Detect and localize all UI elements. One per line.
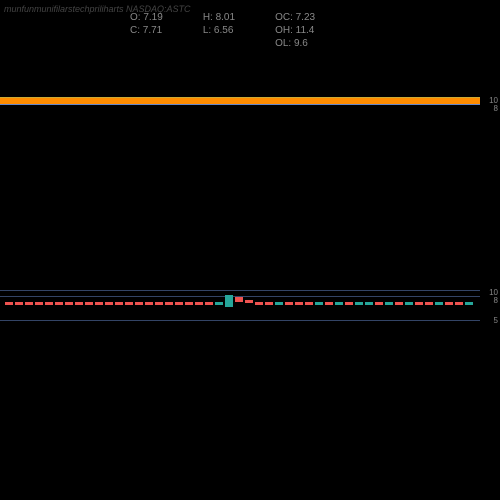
candle <box>25 302 33 305</box>
stat-col-1: O: 7.19 C: 7.71 <box>130 12 163 49</box>
candle <box>235 297 243 302</box>
candle <box>265 302 273 305</box>
candle <box>225 295 233 307</box>
candle <box>435 302 443 305</box>
candle <box>195 302 203 305</box>
candle <box>425 302 433 305</box>
candle <box>135 302 143 305</box>
grid-line <box>0 290 480 291</box>
candle <box>285 302 293 305</box>
candle <box>105 302 113 305</box>
candle <box>35 302 43 305</box>
stat-row: L: 6.56 <box>203 25 235 36</box>
candle <box>335 302 343 305</box>
candle <box>395 302 403 305</box>
stat-row: OC: 7.23 <box>275 12 315 23</box>
candle <box>5 302 13 305</box>
candle <box>455 302 463 305</box>
candle <box>275 302 283 305</box>
candle <box>175 302 183 305</box>
y-axis-label: 8 <box>494 296 498 305</box>
stat-row: H: 8.01 <box>203 12 235 23</box>
candle <box>405 302 413 305</box>
stat-row: O: 7.19 <box>130 12 163 23</box>
candle <box>95 302 103 305</box>
candle <box>385 302 393 305</box>
candle <box>345 302 353 305</box>
candle <box>185 302 193 305</box>
candle <box>115 302 123 305</box>
indicator-line <box>0 97 480 98</box>
candle <box>45 302 53 305</box>
candle <box>465 302 473 305</box>
candle <box>355 302 363 305</box>
candle <box>75 302 83 305</box>
y-axis-label: 5 <box>494 316 498 325</box>
stat-row: OH: 11.4 <box>275 25 315 36</box>
grid-line <box>0 320 480 321</box>
candle <box>155 302 163 305</box>
stat-row: C: 7.71 <box>130 25 163 36</box>
candle <box>255 302 263 305</box>
candle <box>145 302 153 305</box>
ohlc-stats: O: 7.19 C: 7.71 H: 8.01 L: 6.56 OC: 7.23 OH… <box>130 12 315 49</box>
stat-col-2: H: 8.01 L: 6.56 <box>203 12 235 49</box>
candle <box>305 302 313 305</box>
indicator-line <box>0 104 480 105</box>
stat-row: OL: 9.6 <box>275 38 315 49</box>
candle <box>215 302 223 305</box>
candle <box>165 302 173 305</box>
candle <box>445 302 453 305</box>
candle <box>295 302 303 305</box>
stat-col-3: OC: 7.23 OH: 11.4 OL: 9.6 <box>275 12 315 49</box>
chart-page: munfunmunifilarstechpriliharts NASDAQ:AS… <box>0 0 500 500</box>
candle <box>85 302 93 305</box>
y-axis-label: 8 <box>494 104 498 113</box>
candle <box>365 302 373 305</box>
candle <box>15 302 23 305</box>
candle <box>65 302 73 305</box>
candle <box>325 302 333 305</box>
candle <box>415 302 423 305</box>
upper-price-panel[interactable] <box>0 90 480 120</box>
candle <box>125 302 133 305</box>
candle <box>375 302 383 305</box>
candle <box>55 302 63 305</box>
candle <box>205 302 213 305</box>
lower-candle-panel[interactable] <box>0 290 480 330</box>
candle <box>245 300 253 303</box>
candle <box>315 302 323 305</box>
